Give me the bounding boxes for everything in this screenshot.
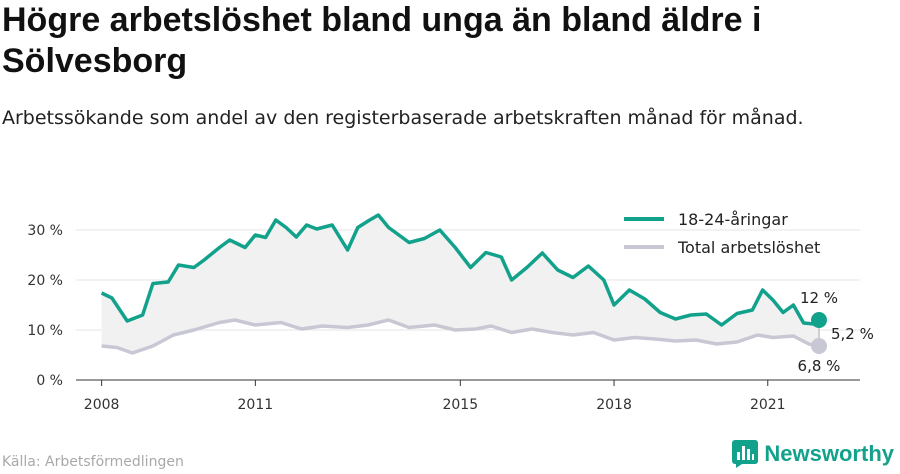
- end-label-gap: 5,2 %: [831, 325, 874, 343]
- series-line-youth: [100, 213, 821, 327]
- x-tick-label: 2021: [750, 397, 786, 413]
- end-point-youth: [811, 312, 828, 328]
- legend-label-total: Total arbetslöshet: [677, 238, 820, 257]
- x-tick-label: 2008: [84, 397, 120, 413]
- y-tick-label: 20 %: [27, 273, 63, 289]
- gap-area: [101, 215, 820, 353]
- y-tick-label: 30 %: [27, 223, 63, 239]
- chart-subtitle: Arbetssökande som andel av den registerb…: [2, 107, 804, 129]
- bar-chart-logo-icon: [732, 440, 759, 468]
- end-label-total: 6,8 %: [798, 357, 841, 375]
- x-tick-label: 2015: [442, 397, 478, 413]
- brand-name: Newsworthy: [764, 441, 894, 466]
- x-tick-label: 2011: [238, 397, 274, 413]
- end-point-total: [811, 338, 828, 354]
- x-tick-label: 2018: [596, 397, 632, 413]
- series-line-total: [101, 318, 820, 355]
- y-tick-label: 0 %: [36, 373, 63, 389]
- y-tick-label: 10 %: [27, 323, 63, 339]
- source-note: Källa: Arbetsförmedlingen: [2, 454, 184, 470]
- legend-label-youth: 18-24-åringar: [678, 210, 788, 229]
- chart-title: Högre arbetslöshet bland unga än bland ä…: [2, 1, 762, 80]
- brand-logo: Newsworthy: [732, 440, 894, 468]
- end-label-youth: 12 %: [800, 289, 838, 307]
